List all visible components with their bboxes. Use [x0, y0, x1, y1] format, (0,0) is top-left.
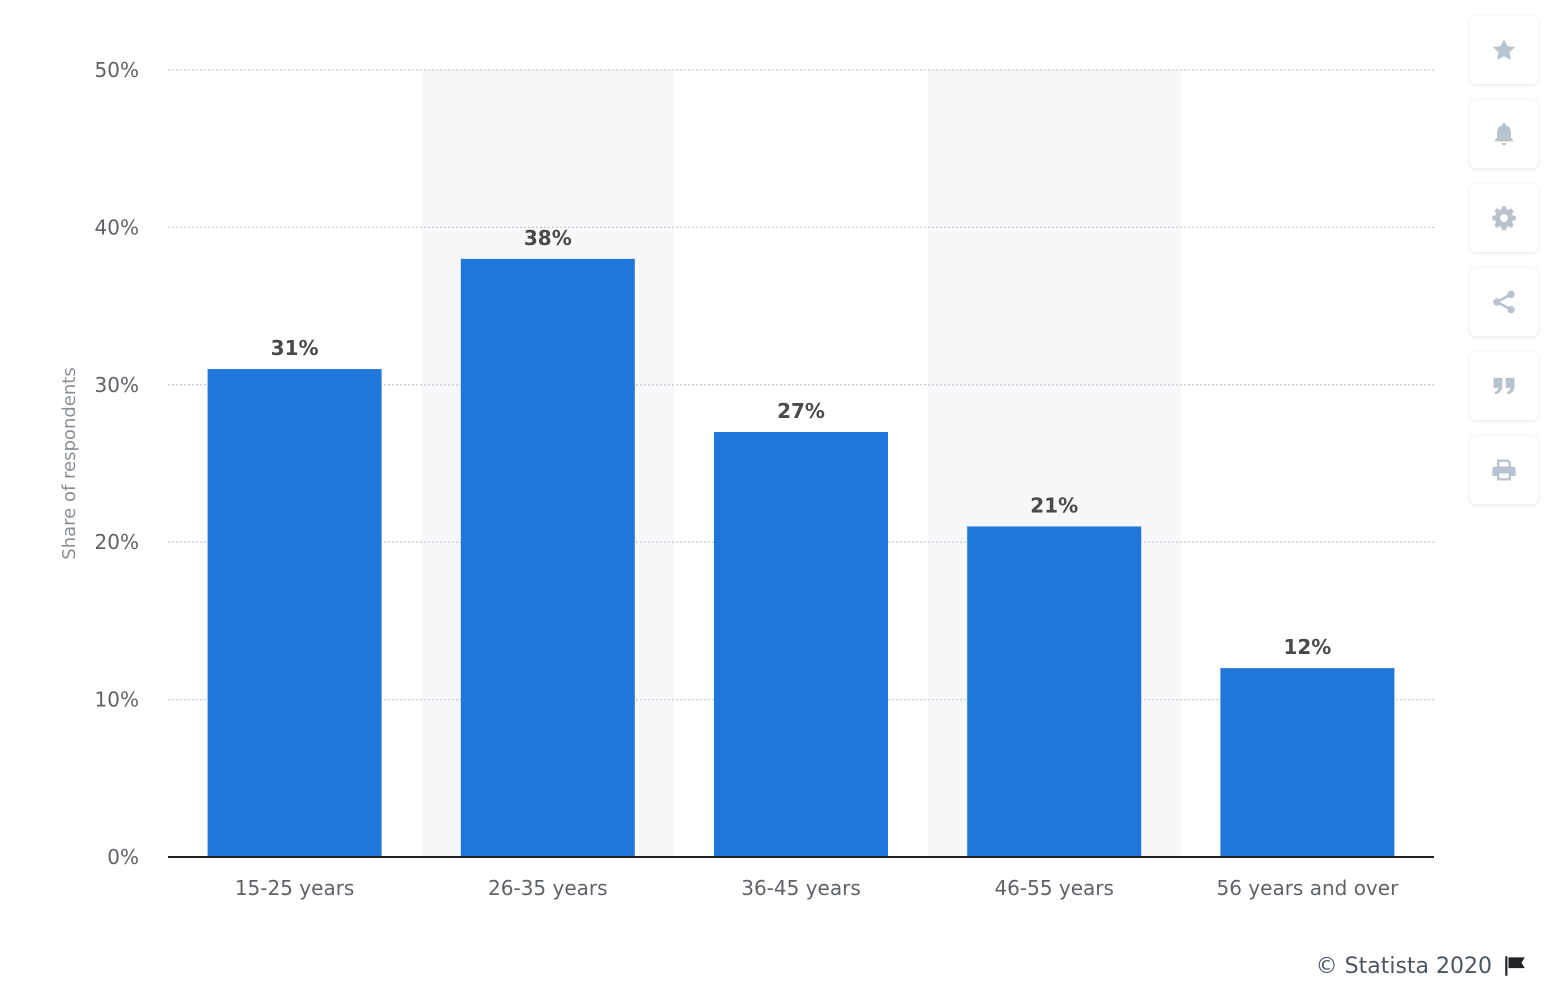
star-icon: [1492, 38, 1516, 61]
favorite-button[interactable]: [1470, 16, 1538, 84]
data-label: 31%: [271, 336, 319, 360]
print-icon: [1492, 459, 1516, 481]
y-tick-label: 40%: [95, 215, 139, 239]
credit-text: © Statista 2020: [1315, 953, 1492, 979]
share-button[interactable]: [1470, 268, 1538, 336]
share-icon: [1493, 290, 1515, 314]
data-label: 12%: [1283, 635, 1331, 659]
bars: [207, 258, 1395, 857]
data-label: 21%: [1030, 493, 1078, 517]
y-tick-label: 20%: [95, 530, 139, 554]
y-axis-ticks: 0% 10% 20% 30% 40% 50%: [95, 58, 139, 869]
settings-button[interactable]: [1470, 184, 1538, 252]
data-label: 27%: [777, 399, 825, 423]
bar[interactable]: [460, 258, 635, 857]
y-tick-label: 50%: [95, 58, 139, 82]
x-tick-label: 36-45 years: [741, 876, 861, 900]
x-tick-label: 46-55 years: [994, 876, 1114, 900]
bar-chart: 0% 10% 20% 30% 40% 50% 31% 38% 27% 21% 12% 15-25 …: [59, 58, 1434, 900]
data-labels: 31% 38% 27% 21% 12%: [271, 226, 1332, 659]
cite-button[interactable]: [1470, 352, 1538, 420]
x-tick-label: 26-35 years: [488, 876, 608, 900]
x-tick-label: 15-25 years: [235, 876, 355, 900]
footer-credit: © Statista 2020: [1316, 953, 1528, 979]
gear-icon: [1492, 206, 1516, 231]
bell-icon: [1494, 122, 1514, 146]
print-button[interactable]: [1470, 436, 1538, 504]
y-tick-label: 30%: [95, 373, 139, 397]
quote-icon: [1493, 377, 1515, 395]
side-toolbar: [1470, 16, 1538, 504]
data-label: 38%: [524, 226, 572, 250]
notification-button[interactable]: [1470, 100, 1538, 168]
flag-icon[interactable]: [1502, 953, 1528, 979]
bar[interactable]: [207, 369, 382, 857]
x-tick-label: 56 years and over: [1217, 876, 1400, 900]
y-tick-label: 10%: [95, 688, 139, 712]
bar[interactable]: [967, 526, 1142, 857]
x-axis-ticks: 15-25 years 26-35 years 36-45 years 46-55 y…: [235, 876, 1399, 900]
y-axis-label: Share of respondents: [59, 367, 80, 559]
bar[interactable]: [1220, 668, 1395, 857]
bar[interactable]: [714, 432, 888, 857]
y-tick-label: 0%: [107, 845, 139, 869]
